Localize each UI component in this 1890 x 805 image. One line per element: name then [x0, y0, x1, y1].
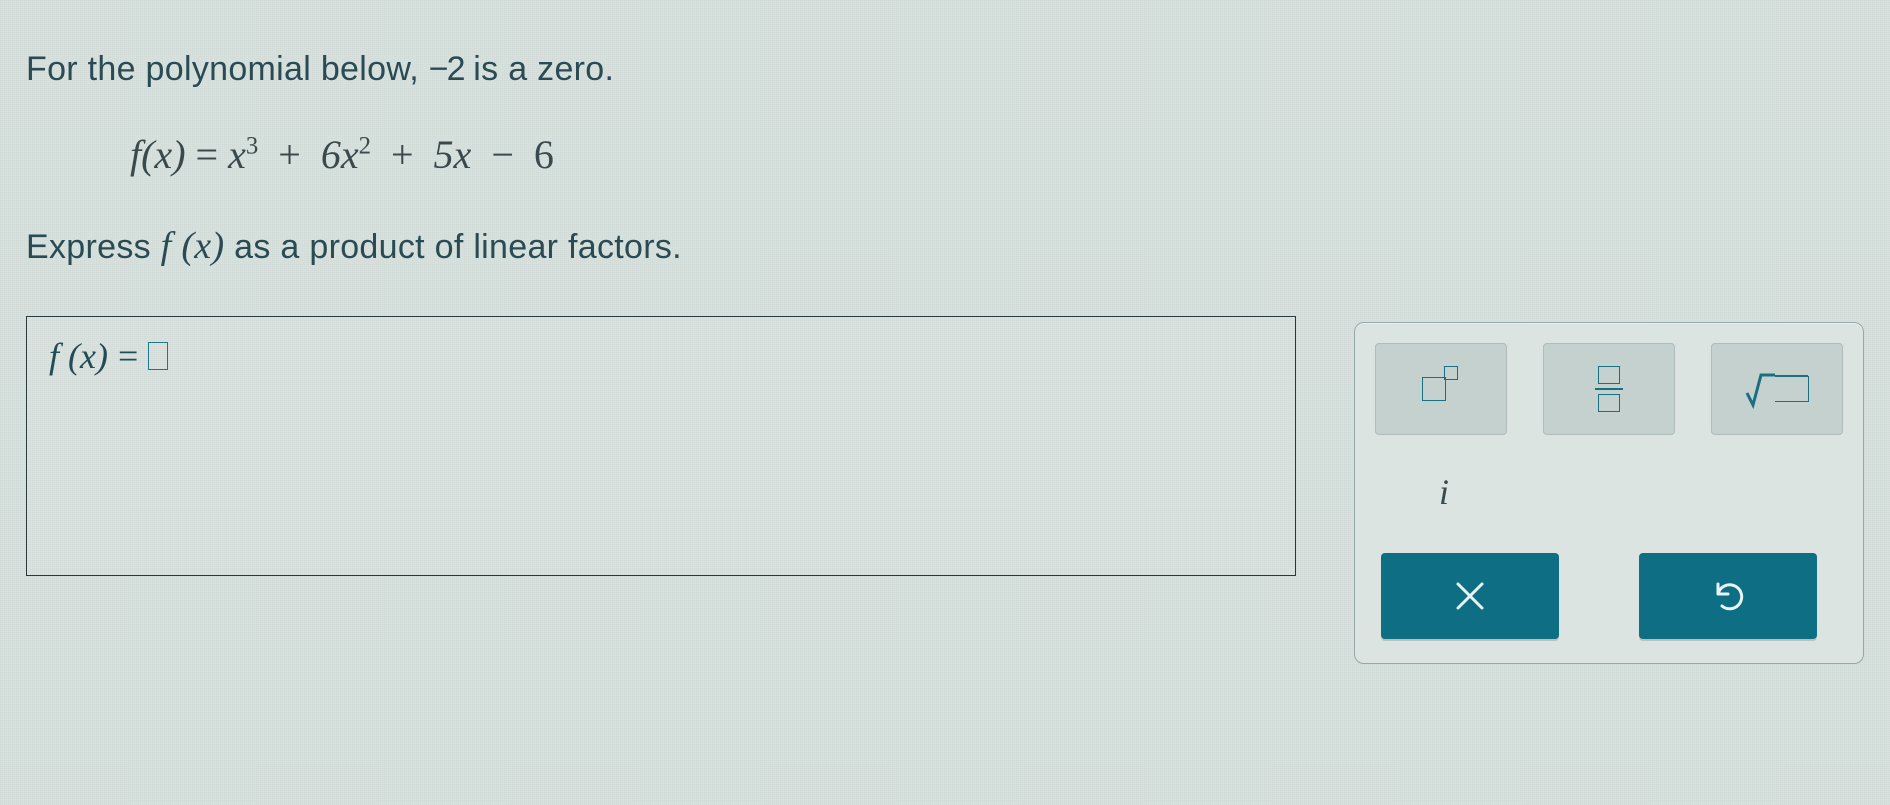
answer-prefix: f (x) [49, 335, 108, 377]
undo-button[interactable] [1639, 553, 1817, 639]
undo-icon [1706, 574, 1750, 618]
op-2: + [278, 132, 301, 177]
answer-input-area[interactable]: f (x) = [26, 316, 1296, 576]
close-icon [1448, 574, 1492, 618]
prompt-prefix: Express [26, 228, 161, 266]
polynomial-formula: f(x) = x3 + 6x2 + 5x − 6 [130, 131, 1864, 178]
op-3: + [391, 132, 414, 177]
answer-equals: = [118, 335, 138, 377]
term-1: x [228, 132, 246, 177]
poly-lhs: f(x) [130, 132, 186, 177]
term-1-power: 3 [246, 133, 258, 160]
clear-button[interactable] [1381, 553, 1559, 639]
prompt-suffix: as a product of linear factors. [224, 228, 682, 266]
term-2: 6x [321, 132, 359, 177]
prompt-fx: f (x) [161, 225, 225, 267]
exponent-button[interactable] [1375, 343, 1507, 435]
question-prompt: Express f (x) as a product of linear fac… [26, 224, 1864, 268]
question-intro: For the polynomial below, −2 is a zero. [26, 50, 1864, 89]
term-4: 6 [534, 132, 554, 177]
math-palette: i [1354, 322, 1864, 664]
intro-suffix: is a zero. [464, 50, 615, 88]
term-3: 5x [434, 132, 472, 177]
zero-value: −2 [429, 50, 464, 88]
fraction-button[interactable] [1543, 343, 1675, 435]
imaginary-i-button[interactable]: i [1375, 461, 1513, 523]
imaginary-i-label: i [1439, 471, 1449, 513]
op-4: − [491, 132, 514, 177]
square-root-button[interactable] [1711, 343, 1843, 435]
answer-placeholder[interactable] [148, 342, 168, 370]
term-2-power: 2 [359, 133, 371, 160]
intro-prefix: For the polynomial below, [26, 50, 429, 88]
